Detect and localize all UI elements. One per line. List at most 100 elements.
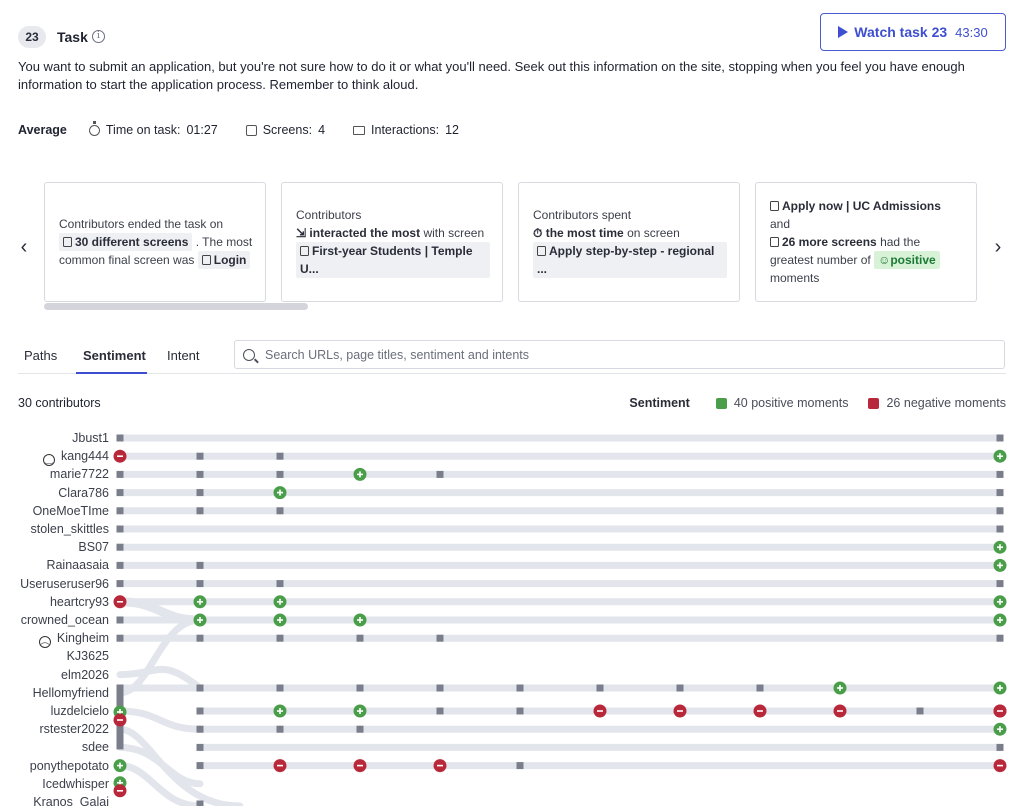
screen-node[interactable] [116,470,124,478]
negative-moment-icon[interactable] [113,713,127,727]
screen-node[interactable] [116,684,124,692]
screen-chip[interactable]: Apply now | UC Admissions [770,197,941,215]
positive-moment-icon[interactable] [993,613,1007,627]
screen-node[interactable] [196,561,204,569]
negative-moment-icon[interactable] [113,449,127,463]
screen-node[interactable] [596,684,604,692]
contributor-name[interactable]: KJ3625 [67,649,109,663]
search-input[interactable] [265,347,965,362]
negative-moment-icon[interactable] [273,759,287,773]
contributor-name[interactable]: Rainaasaia [46,558,109,572]
contributor-name[interactable]: BS07 [78,540,109,554]
screen-node[interactable] [516,684,524,692]
screen-node[interactable] [116,434,124,442]
carousel-prev-arrow[interactable]: ‹ [20,236,28,258]
screen-node[interactable] [276,725,284,733]
screen-node[interactable] [116,616,124,624]
screen-node[interactable] [276,507,284,515]
tab-paths[interactable]: Paths [24,348,58,363]
positive-moment-icon[interactable] [113,759,127,773]
positive-moment-icon[interactable] [273,486,287,500]
contributor-name[interactable]: marie7722 [50,467,109,481]
screen-node[interactable] [916,707,924,715]
screen-node[interactable] [276,684,284,692]
screen-node[interactable] [996,470,1004,478]
tab-intent[interactable]: Intent [167,348,200,363]
screen-node[interactable] [276,634,284,642]
contributor-name[interactable]: ‿ kang444 [43,449,109,467]
screen-node[interactable] [196,580,204,588]
screen-node[interactable] [756,684,764,692]
screen-node[interactable] [196,634,204,642]
screen-node[interactable] [196,762,204,770]
contributor-name[interactable]: ponythepotato [30,759,109,773]
screen-node[interactable] [436,684,444,692]
contributor-name[interactable]: Clara786 [58,486,109,500]
negative-moment-icon[interactable] [993,759,1007,773]
negative-moment-icon[interactable] [993,704,1007,718]
negative-moment-icon[interactable] [433,759,447,773]
screen-node[interactable] [196,684,204,692]
positive-moment-icon[interactable] [353,467,367,481]
positive-moment-icon[interactable] [353,704,367,718]
negative-moment-icon[interactable] [673,704,687,718]
screen-node[interactable] [436,470,444,478]
screen-node[interactable] [196,507,204,515]
contributor-name[interactable]: OneMoeTIme [33,504,109,518]
contributor-name[interactable]: elm2026 [61,668,109,682]
screen-node[interactable] [196,452,204,460]
screen-node[interactable] [516,762,524,770]
screen-chip[interactable]: First-year Students | Temple U... [296,242,490,278]
contributor-name[interactable]: stolen_skittles [30,522,109,536]
contributor-name[interactable]: heartcry93 [50,595,109,609]
positive-moment-icon[interactable] [993,722,1007,736]
screen-node[interactable] [196,707,204,715]
screen-node[interactable] [276,580,284,588]
screen-node[interactable] [996,634,1004,642]
contributor-name[interactable]: Hellomyfriend [33,686,109,700]
contributor-name[interactable]: luzdelcielo [51,704,109,718]
contributor-name[interactable]: sdee [82,740,109,754]
positive-moment-icon[interactable] [993,449,1007,463]
screen-node[interactable] [356,684,364,692]
info-icon[interactable]: i [92,30,105,43]
screens-chip[interactable]: 30 different screens [59,233,193,251]
tab-sentiment[interactable]: Sentiment [83,348,146,363]
positive-moment-icon[interactable] [273,613,287,627]
screen-chip[interactable]: Apply step-by-step - regional ... [533,242,727,278]
final-screen-chip[interactable]: Login [197,251,251,269]
screen-node[interactable] [436,634,444,642]
screen-node[interactable] [116,543,124,551]
contributor-name[interactable]: Useruseruser96 [20,577,109,591]
positive-moment-icon[interactable] [273,704,287,718]
positive-moment-icon[interactable] [193,613,207,627]
negative-moment-icon[interactable] [113,784,127,798]
screen-node[interactable] [196,470,204,478]
screen-node[interactable] [196,725,204,733]
screen-node[interactable] [996,580,1004,588]
screen-node[interactable] [196,800,204,806]
carousel-scrollbar[interactable] [44,303,308,310]
positive-moment-icon[interactable] [193,595,207,609]
screen-node[interactable] [676,684,684,692]
screen-node[interactable] [356,634,364,642]
carousel-next-arrow[interactable]: › [994,236,1002,258]
positive-moment-icon[interactable] [993,558,1007,572]
positive-moment-icon[interactable] [273,595,287,609]
contributor-name[interactable]: Jbust1 [72,431,109,445]
screen-node[interactable] [996,489,1004,497]
screen-node[interactable] [116,507,124,515]
search-bar[interactable] [234,340,1005,369]
positive-moment-icon[interactable] [353,613,367,627]
screen-node[interactable] [196,489,204,497]
screen-node[interactable] [116,634,124,642]
screen-node[interactable] [996,507,1004,515]
contributor-name[interactable]: ︵ Kingheim [38,631,109,649]
screen-node[interactable] [276,470,284,478]
watch-task-button[interactable]: Watch task 23 43:30 [820,13,1006,51]
screen-node[interactable] [996,525,1004,533]
screen-node[interactable] [116,561,124,569]
negative-moment-icon[interactable] [353,759,367,773]
more-screens-chip[interactable]: 26 more screens [770,233,877,251]
contributor-name[interactable]: crowned_ocean [21,613,109,627]
